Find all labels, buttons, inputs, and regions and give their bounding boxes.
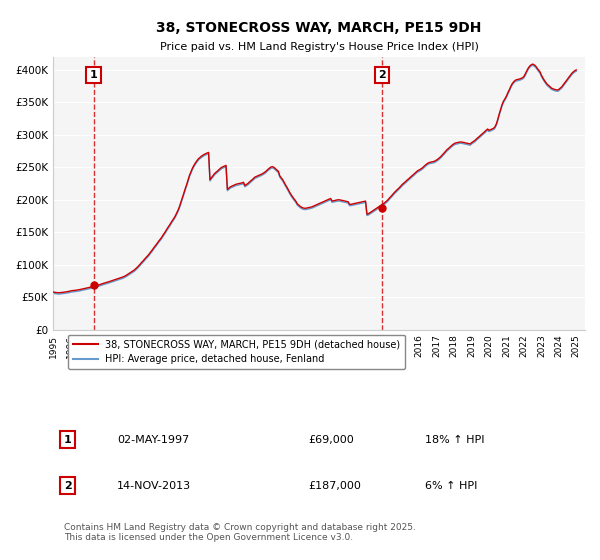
Text: 6% ↑ HPI: 6% ↑ HPI — [425, 480, 478, 491]
Text: £69,000: £69,000 — [308, 435, 354, 445]
Text: Contains HM Land Registry data © Crown copyright and database right 2025.
This d: Contains HM Land Registry data © Crown c… — [64, 522, 416, 542]
Text: 1: 1 — [64, 435, 71, 445]
Text: Price paid vs. HM Land Registry's House Price Index (HPI): Price paid vs. HM Land Registry's House … — [160, 42, 478, 52]
Text: £187,000: £187,000 — [308, 480, 361, 491]
Text: 02-MAY-1997: 02-MAY-1997 — [117, 435, 189, 445]
Text: 18% ↑ HPI: 18% ↑ HPI — [425, 435, 485, 445]
Text: 2: 2 — [64, 480, 71, 491]
Legend: 38, STONECROSS WAY, MARCH, PE15 9DH (detached house), HPI: Average price, detach: 38, STONECROSS WAY, MARCH, PE15 9DH (det… — [68, 334, 406, 369]
Text: 1: 1 — [90, 70, 98, 80]
Text: 14-NOV-2013: 14-NOV-2013 — [117, 480, 191, 491]
Text: 2: 2 — [378, 70, 386, 80]
Text: 38, STONECROSS WAY, MARCH, PE15 9DH: 38, STONECROSS WAY, MARCH, PE15 9DH — [157, 21, 482, 35]
